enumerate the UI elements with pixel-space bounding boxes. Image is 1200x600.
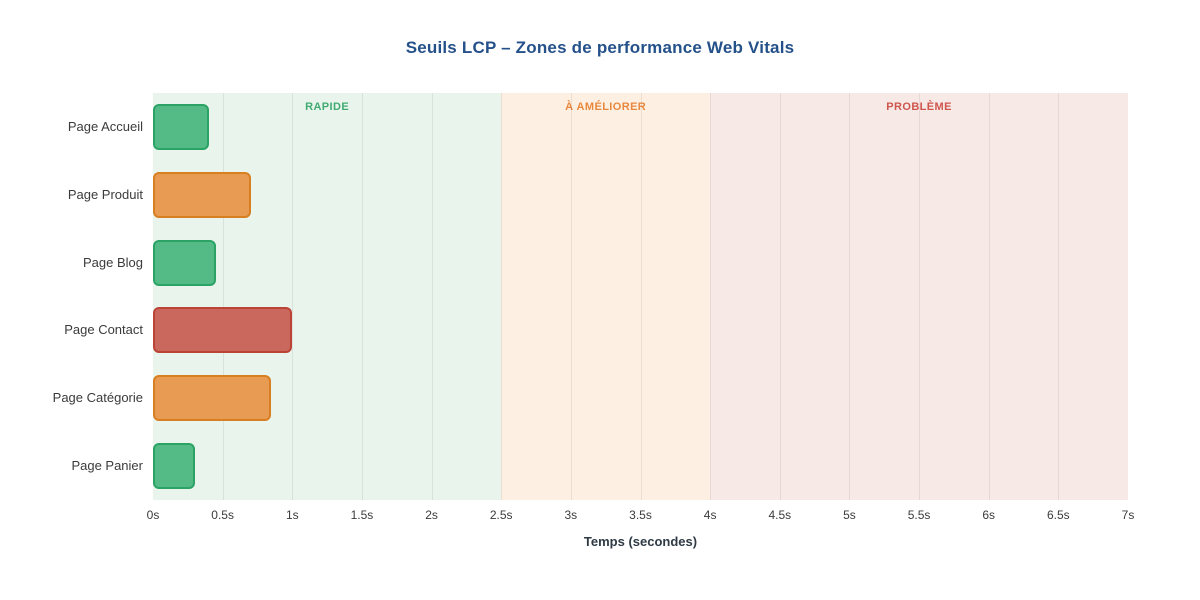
- x-tick-label: 6s: [982, 508, 996, 522]
- y-label-page-categorie: Page Catégorie: [52, 390, 143, 406]
- gridline: [292, 93, 294, 500]
- x-tick-label: 1s: [285, 508, 299, 522]
- bar-page-blog: [153, 239, 216, 286]
- zone-label-rapide: RAPIDE: [305, 101, 350, 113]
- x-tick-label: 1.5s: [350, 508, 374, 522]
- x-tick-label: 0s: [146, 508, 160, 522]
- bar-page-panier: [153, 443, 195, 490]
- gridline: [779, 93, 781, 500]
- x-tick-label: 4.5s: [768, 508, 792, 522]
- perf-zone-a-ameliorer: À AMÉLIORER: [501, 93, 711, 500]
- x-tick-label: 3.5s: [629, 508, 652, 522]
- x-tick-label: 7s: [1121, 508, 1135, 522]
- gridline: [919, 93, 921, 500]
- y-label-page-contact: Page Contact: [64, 322, 143, 338]
- x-axis-ticks: 0s 0.5s 1s 1.5s 2s 2.5s 3s 3.5s 4s 4.5s 5s 5.5s 6s 6.…: [147, 508, 1135, 524]
- gridline: [640, 93, 642, 500]
- chart-title: Seuils LCP – Zones de performance Web Vi…: [405, 38, 795, 57]
- gridline: [570, 93, 572, 500]
- x-tick-label: 6.5s: [1047, 508, 1070, 522]
- y-label-page-produit: Page Produit: [67, 186, 143, 202]
- gridline: [710, 93, 712, 500]
- bar-page-contact: [153, 307, 293, 354]
- perf-zone-probleme: PROBLÈME: [710, 93, 1128, 500]
- x-tick-label: 0.5s: [211, 508, 234, 522]
- gridline: [431, 93, 433, 500]
- x-tick-label: 5.5s: [907, 508, 931, 522]
- gridline: [849, 93, 851, 500]
- y-label-page-panier: Page Panier: [71, 458, 143, 474]
- gridline: [222, 93, 224, 500]
- x-tick-label: 4s: [703, 508, 717, 522]
- gridline: [501, 93, 503, 500]
- y-label-page-blog: Page Blog: [83, 254, 143, 270]
- perf-zone-rapide: RAPIDE: [153, 93, 502, 500]
- gridline: [1058, 93, 1060, 500]
- gridline: [988, 93, 990, 500]
- x-tick-label: 5s: [843, 508, 856, 522]
- zone-label-a-ameliorer: À AMÉLIORER: [565, 101, 647, 113]
- bar-page-accueil: [153, 103, 209, 150]
- x-tick-label: 2.5s: [489, 508, 513, 522]
- x-tick-label: 3s: [564, 508, 578, 522]
- gridline: [361, 93, 363, 500]
- x-tick-label: 2s: [425, 508, 438, 522]
- zone-label-probleme: PROBLÈME: [886, 101, 952, 113]
- y-label-page-accueil: Page Accueil: [67, 118, 143, 134]
- bar-page-produit: [153, 171, 251, 218]
- bar-page-categorie: [153, 375, 272, 422]
- plot-area: RAPIDE À AMÉLIORER PROBLÈME: [153, 93, 1128, 500]
- x-axis-title: Temps (secondes): [583, 534, 698, 549]
- y-axis-labels: Page Accueil Page Produit Page Blog Page Co…: [0, 93, 143, 500]
